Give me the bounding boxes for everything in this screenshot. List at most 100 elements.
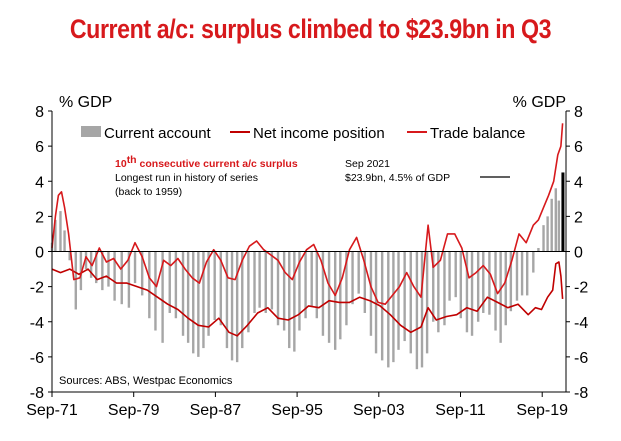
- legend-label-net-income: Net income position: [253, 125, 385, 142]
- legend-swatch-current-account: [81, 126, 101, 137]
- current-account-bar: [101, 251, 104, 291]
- x-tick-label: Sep-87: [190, 402, 242, 419]
- y-tick-label-left: 0: [35, 245, 44, 262]
- current-account-bar: [127, 251, 131, 308]
- current-account-bar: [476, 251, 480, 322]
- current-account-bar: [95, 251, 98, 284]
- current-account-bar: [219, 251, 223, 326]
- current-account-bar: [79, 251, 83, 291]
- current-account-bar: [397, 251, 400, 350]
- y-tick-label-left: 8: [35, 104, 44, 121]
- current-account-bar: [321, 251, 325, 336]
- current-account-bar: [387, 251, 390, 368]
- current-account-bar: [532, 251, 535, 273]
- current-account-bar: [241, 251, 244, 349]
- current-account-bar: [537, 247, 540, 252]
- current-account-bar: [310, 251, 313, 306]
- current-account-bar: [186, 251, 190, 343]
- annotation-back-to-1959: (back to 1959): [115, 186, 182, 198]
- current-account-bar: [345, 251, 348, 326]
- x-tick-label: Sep-71: [26, 402, 78, 419]
- current-account-bar: [282, 251, 286, 331]
- current-account-bar: [133, 251, 137, 284]
- current-account-bar: [339, 251, 342, 340]
- x-tick-label: Sep-11: [435, 402, 486, 419]
- current-account-bar: [59, 211, 62, 252]
- current-account-bar: [276, 251, 280, 326]
- current-account-bar: [264, 251, 267, 313]
- current-account-bar: [515, 251, 519, 301]
- current-account-bar: [225, 251, 229, 349]
- current-account-bar: [425, 251, 429, 354]
- annotation-consecutive-surplus: 10th consecutive current a/c surplus: [115, 154, 298, 170]
- current-account-bar: [270, 251, 274, 310]
- current-account-bar: [432, 251, 435, 322]
- current-account-bar: [482, 251, 485, 313]
- current-account-bar: [363, 251, 367, 313]
- y-axis-title-left: % GDP: [59, 94, 112, 111]
- current-account-bar: [63, 230, 66, 252]
- current-account-bar: [509, 251, 513, 312]
- current-account-latest-bar: [561, 172, 565, 252]
- current-account-bar: [415, 251, 419, 370]
- y-tick-label-right: -2: [574, 280, 588, 297]
- y-tick-label-right: 8: [574, 104, 583, 121]
- current-account-bar: [494, 251, 497, 331]
- annotation-longest-run: Longest run in history of series: [115, 172, 258, 184]
- annotation-latest-value: $23.9bn, 4.5% of GDP: [345, 172, 450, 184]
- y-tick-label-left: -4: [30, 315, 44, 332]
- legend-label-trade-balance: Trade balance: [430, 125, 525, 142]
- current-account-bar: [230, 251, 234, 361]
- annotation-superscript-suffix: th: [127, 154, 137, 166]
- current-account-bar: [202, 251, 205, 349]
- y-tick-label-left: 4: [35, 174, 44, 191]
- current-account-bar: [392, 251, 395, 363]
- current-account-bar: [74, 251, 77, 310]
- legend-label-current-account: Current account: [104, 125, 212, 142]
- y-tick-label-left: -6: [30, 350, 44, 367]
- y-tick-label-left: -2: [30, 280, 44, 297]
- y-tick-label-right: -4: [574, 315, 588, 332]
- current-account-bar: [174, 251, 178, 319]
- current-account-bar: [120, 251, 123, 305]
- current-account-bar: [107, 251, 110, 287]
- legend: Current account Net income position Trad…: [81, 125, 525, 142]
- current-account-bar: [488, 251, 491, 315]
- y-tick-label-right: -6: [574, 350, 588, 367]
- current-account-bar: [437, 251, 440, 333]
- current-account-bar: [546, 216, 549, 252]
- current-account-bar: [288, 251, 291, 349]
- current-account-bar: [154, 251, 157, 331]
- chart-source: Sources: ABS, Westpac Economics: [59, 375, 233, 387]
- current-account-bar: [84, 251, 88, 270]
- y-tick-label-left: -8: [30, 385, 44, 402]
- y-tick-label-right: -8: [574, 385, 588, 402]
- current-account-bar: [235, 251, 239, 363]
- current-account-bar: [207, 251, 210, 336]
- current-account-bar: [68, 251, 71, 261]
- annotation-red-text: consecutive current a/c surplus: [137, 158, 298, 170]
- annotation-latest-date: Sep 2021: [345, 158, 390, 170]
- current-account-bar: [525, 251, 529, 296]
- x-tick-label: Sep-19: [516, 402, 568, 419]
- current-account-bar: [374, 251, 378, 354]
- current-account-bar: [448, 251, 451, 301]
- y-tick-label-left: 2: [35, 209, 44, 226]
- current-account-bar: [247, 251, 250, 333]
- y-tick-label-right: 2: [574, 209, 583, 226]
- current-account-bar: [213, 251, 216, 320]
- x-tick-label: Sep-79: [108, 402, 160, 419]
- current-account-bar: [181, 251, 185, 336]
- current-account-bar: [351, 251, 354, 305]
- current-account-bar: [253, 251, 256, 313]
- current-account-bar: [54, 219, 57, 252]
- y-tick-label-right: 6: [574, 139, 583, 156]
- current-account-bar: [465, 251, 469, 333]
- current-account-bar: [327, 251, 331, 343]
- x-tick-label: Sep-03: [353, 402, 405, 419]
- current-account-bar: [520, 251, 524, 296]
- current-account-bar: [470, 251, 474, 336]
- current-account-bar: [315, 251, 319, 319]
- current-account-bar: [298, 251, 301, 331]
